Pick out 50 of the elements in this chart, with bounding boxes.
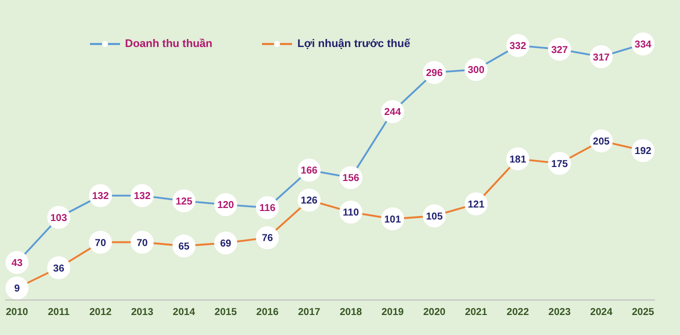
data-label: 70 xyxy=(136,238,148,249)
data-label: 317 xyxy=(592,52,610,64)
x-tick-label: 2015 xyxy=(214,307,238,318)
data-label: 296 xyxy=(426,68,444,80)
data-label: 126 xyxy=(300,196,318,207)
data-label: 120 xyxy=(217,200,234,212)
data-label: 327 xyxy=(551,44,568,56)
data-label: 65 xyxy=(178,242,190,253)
data-label: 334 xyxy=(634,40,652,51)
data-label: 69 xyxy=(220,238,232,250)
data-label: 300 xyxy=(468,65,485,76)
data-label: 175 xyxy=(551,158,568,170)
data-label: 9 xyxy=(14,284,20,295)
x-tick-label: 2013 xyxy=(131,307,154,318)
x-tick-label: 2020 xyxy=(423,307,446,318)
data-label: 116 xyxy=(259,203,276,214)
x-tick-label: 2014 xyxy=(172,307,196,318)
x-tick-label: 2024 xyxy=(590,307,613,318)
data-label: 36 xyxy=(53,263,65,274)
x-tick-label: 2021 xyxy=(464,307,488,318)
data-label: 70 xyxy=(94,238,106,249)
data-label: 205 xyxy=(592,136,610,148)
data-label: 103 xyxy=(50,212,68,224)
data-label: 132 xyxy=(134,191,151,202)
data-label: 76 xyxy=(262,233,274,244)
x-tick-label: 2019 xyxy=(381,307,404,318)
data-label: 132 xyxy=(92,191,110,202)
x-tick-label: 2023 xyxy=(548,307,572,318)
data-label: 244 xyxy=(384,107,402,118)
legend-label: Lợi nhuận trước thuế xyxy=(297,38,410,50)
x-tick-label: 2012 xyxy=(89,307,112,318)
data-label: 101 xyxy=(384,214,402,226)
data-label: 181 xyxy=(509,154,527,166)
data-label: 166 xyxy=(300,166,318,177)
data-label: 43 xyxy=(11,258,23,270)
x-tick-label: 2011 xyxy=(48,307,70,318)
data-label: 332 xyxy=(509,41,527,52)
x-tick-label: 2018 xyxy=(340,307,362,318)
data-label: 156 xyxy=(342,173,360,184)
x-tick-label: 2022 xyxy=(506,307,530,318)
x-tick-label: 2025 xyxy=(632,307,655,318)
data-label: 105 xyxy=(426,211,444,222)
data-label: 110 xyxy=(342,208,360,219)
data-label: 121 xyxy=(468,199,485,210)
x-tick-label: 2016 xyxy=(256,307,279,318)
x-tick-label: 2017 xyxy=(298,307,321,318)
data-label: 125 xyxy=(176,196,193,208)
legend-label: Doanh thu thuần xyxy=(125,38,212,50)
data-label: 192 xyxy=(634,146,652,158)
x-tick-label: 2010 xyxy=(6,307,29,318)
